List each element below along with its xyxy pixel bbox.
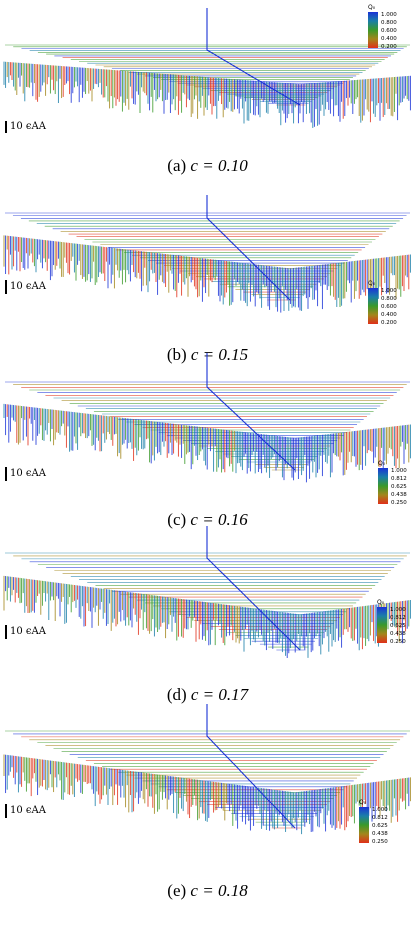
colorbar-title: Q₀ (378, 460, 386, 467)
colorbar-legend-c: Q₀ 1.000 0.812 0.625 0.438 0.250 (378, 460, 415, 506)
colorbar-tick: 0.438 (391, 492, 407, 498)
energy-scale-bar (5, 121, 7, 133)
caption-label: (a) (167, 156, 187, 175)
energy-scale-bar (5, 804, 7, 818)
colorbar-tick: 0.600 (381, 304, 397, 310)
colorbar-tick: 0.200 (381, 320, 397, 326)
caption-math: c = 0.18 (190, 881, 248, 900)
caption-b: (b) c = 0.15 (0, 345, 415, 365)
figure-panel-e: Q₀ 1.000 0.812 0.625 0.438 0.250 10 ϵAA … (0, 703, 415, 933)
energy-scale-label: 10 ϵAA (10, 121, 46, 132)
colorbar-tick: 0.438 (372, 831, 388, 837)
colorbar-tick: 1.000 (391, 468, 407, 474)
colorbar (368, 12, 378, 48)
energy-scale-label: 10 ϵAA (10, 281, 46, 292)
disconnectivity-graph-b (3, 195, 411, 313)
colorbar-tick: 0.812 (391, 476, 407, 482)
colorbar-tick: 0.800 (381, 20, 397, 26)
colorbar-tick: 0.250 (391, 500, 407, 506)
colorbar-tick: 0.812 (372, 815, 388, 821)
colorbar-tick: 1.000 (390, 607, 406, 613)
caption-label: (b) (166, 345, 187, 364)
colorbar-tick: 0.625 (390, 623, 406, 629)
energy-scale-label: 10 ϵAA (10, 468, 46, 479)
colorbar (359, 807, 369, 843)
figure-panel-d: Q₀ 1.000 0.812 0.625 0.438 0.250 10 ϵAA … (0, 525, 415, 710)
caption-math: c = 0.16 (190, 510, 248, 529)
colorbar (368, 288, 378, 324)
disconnectivity-graph-d (3, 526, 411, 659)
main-pathway-line (206, 353, 296, 471)
main-pathway-line (206, 8, 301, 106)
caption-math: c = 0.10 (190, 156, 248, 175)
colorbar-tick: 0.800 (381, 296, 397, 302)
main-pathway-line (206, 704, 296, 829)
colorbar-tick: 0.600 (381, 28, 397, 34)
disconnectivity-graph-c (3, 353, 411, 483)
energy-scale-label: 10 ϵAA (10, 626, 46, 637)
colorbar-tick: 0.438 (390, 631, 406, 637)
disconnectivity-graph-a (3, 8, 411, 128)
caption-label: (e) (167, 881, 187, 900)
colorbar-tick: 1.000 (372, 807, 388, 813)
colorbar-tick: 0.200 (381, 44, 397, 50)
colorbar-tick: 1.000 (381, 12, 397, 18)
caption-math: c = 0.17 (190, 685, 249, 704)
colorbar-title: Q₀ (359, 799, 367, 806)
figure-panel-c: Q₀ 1.000 0.812 0.625 0.438 0.250 10 ϵAA … (0, 352, 415, 537)
colorbar-legend-e: Q₀ 1.000 0.812 0.625 0.438 0.250 (359, 799, 401, 845)
colorbar-legend-d: Q₀ 1.000 0.812 0.625 0.438 0.250 (377, 599, 415, 645)
caption-e: (e) c = 0.18 (0, 881, 415, 901)
energy-scale-bar (5, 280, 7, 294)
colorbar-tick: 0.625 (372, 823, 388, 829)
caption-label: (c) (167, 510, 187, 529)
disconnectivity-graph-e (3, 704, 411, 835)
energy-scale-bar (5, 625, 7, 639)
colorbar-tick: 0.625 (391, 484, 407, 490)
figure-panel-b: Q₀ 1.000 0.800 0.600 0.400 0.200 10 ϵAA … (0, 185, 415, 370)
caption-math: c = 0.15 (190, 345, 249, 364)
colorbar-tick: 0.812 (390, 615, 406, 621)
colorbar-tick: 1.000 (381, 288, 397, 294)
caption-d: (d) c = 0.17 (0, 685, 415, 705)
figure-panel-a: Q₀ 1.000 0.800 0.600 0.400 0.200 10 ϵAA … (0, 0, 415, 185)
colorbar-tick: 0.250 (390, 639, 406, 645)
caption-c: (c) c = 0.16 (0, 510, 415, 530)
energy-scale-bar (5, 467, 7, 481)
colorbar-title: Q₀ (377, 599, 385, 606)
colorbar-title: Q₀ (368, 4, 376, 11)
caption-label: (d) (166, 685, 187, 704)
energy-scale-label: 10 ϵAA (10, 805, 46, 816)
caption-a: (a) c = 0.10 (0, 156, 415, 176)
main-pathway-line (206, 526, 301, 651)
colorbar (378, 468, 388, 504)
main-pathway-line (206, 195, 291, 301)
colorbar-title: Q₀ (368, 280, 376, 287)
colorbar (377, 607, 387, 643)
colorbar-legend-a: Q₀ 1.000 0.800 0.600 0.400 0.200 (368, 4, 410, 50)
colorbar-tick: 0.250 (372, 839, 388, 845)
colorbar-tick: 0.400 (381, 312, 397, 318)
colorbar-legend-b: Q₀ 1.000 0.800 0.600 0.400 0.200 (368, 280, 410, 326)
colorbar-tick: 0.400 (381, 36, 397, 42)
